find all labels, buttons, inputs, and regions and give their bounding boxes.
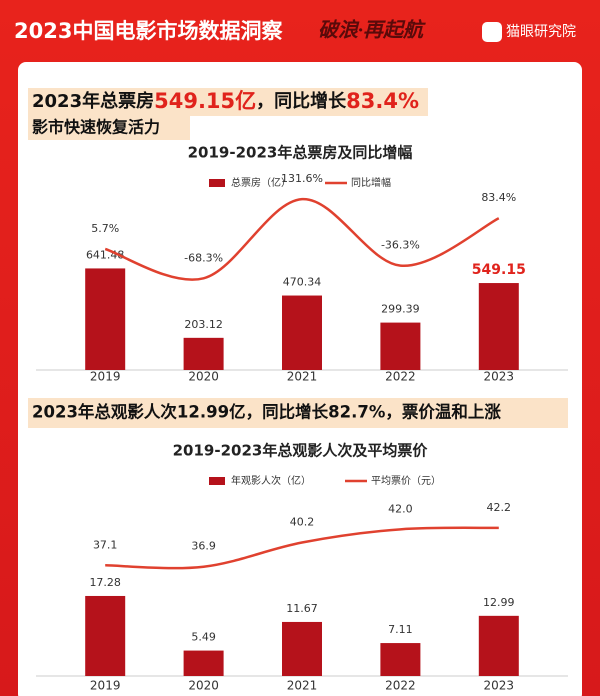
brand: 猫眼研究院 — [506, 24, 576, 40]
chart-title: 2019-2023年总票房及同比增幅 — [188, 144, 413, 162]
card — [18, 62, 582, 696]
headline-part: 2023年总票房 — [32, 90, 154, 112]
legend-label: 总票房（亿） — [231, 176, 291, 189]
subheadline-band — [28, 116, 190, 140]
bar — [282, 295, 322, 370]
x-tick-label: 2023 — [484, 679, 515, 693]
headline: 2023年总票房549.15亿，同比增长83.4% — [32, 89, 419, 113]
headline-band — [28, 88, 428, 116]
bar — [183, 337, 224, 370]
data-label: -68.3% — [184, 251, 223, 264]
x-tick-label: 2021 — [287, 679, 318, 693]
line — [105, 526, 499, 570]
x-tick-label: 2022 — [385, 370, 416, 384]
bar — [183, 650, 224, 676]
brand-logo — [482, 22, 502, 42]
headline-highlight: 549.15亿 — [154, 89, 256, 113]
headline-band — [28, 398, 568, 428]
data-label: 12.99 — [483, 596, 515, 609]
x-tick-label: 2022 — [385, 679, 416, 693]
bar — [380, 322, 421, 370]
page-title: 2023中国电影市场数据洞察 — [14, 19, 283, 43]
data-label: 83.4% — [481, 191, 516, 204]
legend-label: 同比增幅 — [351, 176, 391, 189]
data-label: 549.15 — [472, 262, 526, 278]
x-tick-label: 2020 — [188, 370, 219, 384]
bar — [478, 283, 519, 370]
headline-part: ，同比增长 — [256, 90, 347, 112]
bar — [85, 595, 126, 676]
data-label: 203.12 — [184, 318, 223, 331]
data-label: 7.11 — [388, 623, 413, 636]
subheadline: 影市快速恢复活力 — [32, 118, 160, 137]
data-label: 5.49 — [191, 631, 216, 644]
data-label: 470.34 — [283, 276, 322, 289]
bar — [85, 268, 126, 370]
data-label: 5.7% — [91, 222, 119, 235]
bar — [478, 615, 519, 676]
data-label: 17.28 — [89, 576, 121, 589]
legend-label: 平均票价（元） — [371, 475, 441, 487]
bar — [282, 621, 322, 676]
headline-highlight: 83.4% — [346, 89, 419, 113]
data-label: 299.39 — [381, 303, 420, 316]
data-label: 40.2 — [290, 516, 315, 529]
x-tick-label: 2020 — [188, 679, 219, 693]
line — [104, 197, 500, 281]
x-tick-label: 2023 — [484, 370, 515, 384]
x-tick-label: 2019 — [90, 370, 121, 384]
data-label: 131.6% — [281, 172, 323, 185]
slogan: 破浪·再起航 — [318, 19, 426, 42]
bar — [380, 643, 421, 676]
headline: 2023年总观影人次12.99亿，同比增长82.7%，票价温和上涨 — [32, 402, 501, 422]
data-label: 37.1 — [93, 538, 118, 551]
data-label: 42.2 — [487, 501, 512, 514]
legend-swatch — [209, 179, 225, 187]
data-label: 11.67 — [286, 602, 318, 615]
x-tick-label: 2021 — [287, 370, 318, 384]
legend-swatch — [209, 477, 225, 485]
legend-label: 年观影人次（亿） — [231, 474, 311, 487]
data-label: 36.9 — [191, 540, 216, 553]
chart-title: 2019-2023年总观影人次及平均票价 — [173, 442, 429, 460]
data-label: -36.3% — [381, 239, 420, 252]
x-tick-label: 2019 — [90, 679, 121, 693]
data-label: 42.0 — [388, 502, 413, 515]
